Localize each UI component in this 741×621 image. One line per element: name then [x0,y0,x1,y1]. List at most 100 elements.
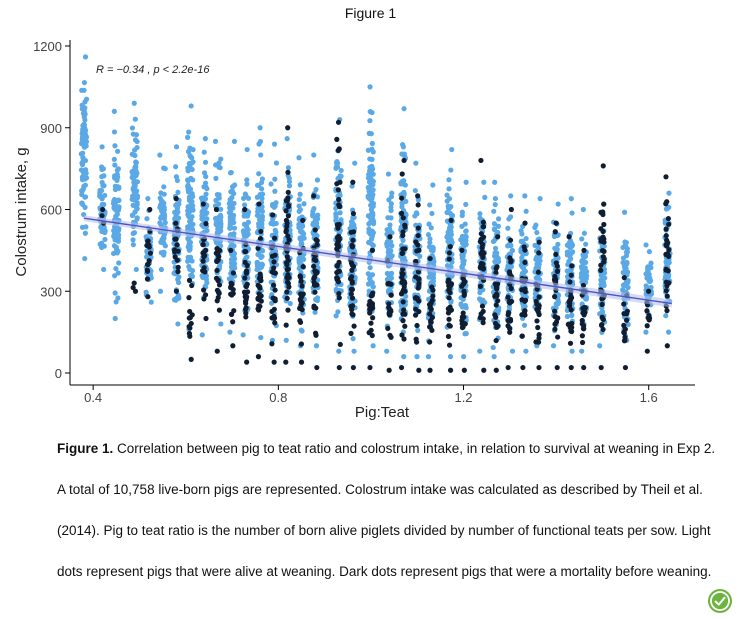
alive-point [258,152,264,158]
alive-point [188,225,194,231]
alive-point [448,204,454,210]
alive-point [430,182,436,188]
alive-point [350,215,356,221]
mortality-point [481,367,487,373]
mortality-point [349,295,356,301]
mortality-point [202,292,209,298]
mortality-point [200,268,206,274]
mortality-point [400,299,406,305]
mortality-point [312,289,318,295]
alive-point [244,146,250,153]
alive-point [256,141,262,147]
alive-point [349,219,355,225]
alive-point [175,321,181,327]
alive-point [477,211,483,217]
mortality-point [400,246,406,252]
alive-point [173,174,179,180]
mortality-point [598,226,604,232]
mortality-point [385,325,391,331]
alive-point [491,354,497,360]
mortality-point [644,348,650,354]
alive-point [428,225,434,231]
alive-point [157,288,164,294]
mortality-point [568,328,574,334]
alive-point [351,348,357,354]
alive-point [583,276,589,282]
mortality-point [480,219,486,225]
alive-point [399,141,406,148]
mortality-point [567,340,574,346]
mortality-points-layer [99,119,672,373]
mortality-point [257,271,263,277]
mortality-point [508,258,514,264]
alive-point [174,201,180,207]
alive-point [597,343,603,349]
alive-point [115,148,121,154]
mortality-point [299,283,305,289]
mortality-point [271,259,277,265]
alive-point [491,208,497,214]
mortality-point [286,284,292,290]
alive-point [256,171,262,177]
alive-point [569,313,575,319]
alive-point [286,175,292,181]
mortality-point [459,247,465,253]
alive-point [599,309,606,315]
mortality-point [554,364,560,371]
y-tick-label: 0 [55,366,62,381]
alive-point [133,266,139,273]
alive-point [386,197,392,203]
mortality-point [505,294,511,300]
alive-point [664,259,670,265]
alive-point [244,177,250,183]
alive-point [449,146,455,153]
alive-point [213,175,219,181]
mortality-point [494,293,500,299]
mortality-point [284,289,290,295]
alive-point [133,160,139,166]
alive-point [643,242,649,248]
alive-point [186,241,192,247]
mortality-point [285,169,291,175]
alive-point [148,299,154,305]
mortality-point [446,295,452,301]
alive-point [507,263,514,269]
mortality-point [664,343,670,349]
mortality-point [214,348,220,354]
alive-point [567,244,573,251]
alive-point [385,249,391,256]
alive-point [621,209,628,215]
mortality-point [429,314,436,321]
mortality-point [336,196,342,203]
mortality-point [446,316,452,322]
mortality-point [213,275,220,281]
alive-point [338,173,344,179]
alive-point [113,299,119,305]
alive-point [256,221,262,227]
mortality-point [621,301,627,307]
mortality-point [258,228,264,235]
mortality-point [506,269,513,275]
alive-point [367,156,373,162]
alive-point [333,286,339,293]
alive-point [299,221,305,228]
alive-point [448,299,454,305]
alive-point [446,186,452,192]
alive-point [243,255,249,261]
alive-point [403,198,409,204]
mortality-point [284,198,290,204]
mortality-point [387,234,393,240]
alive-point [568,196,574,202]
alive-point [301,201,307,207]
mortality-point [666,221,672,227]
mortality-point [314,364,320,371]
alive-point [624,249,630,255]
mortality-point [214,287,221,293]
mortality-point [553,251,559,257]
mortality-point [311,279,317,285]
alive-point [161,191,167,197]
leaf-check-icon[interactable] [707,588,733,614]
mortality-point [311,263,317,269]
alive-point [506,216,512,222]
mortality-point [666,247,672,253]
